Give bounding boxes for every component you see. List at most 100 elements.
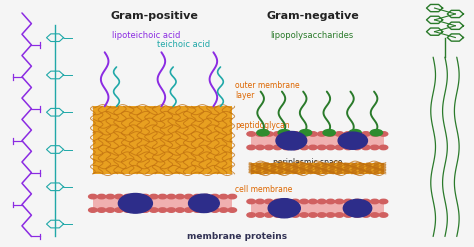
Bar [251, 202, 383, 215]
Circle shape [228, 194, 237, 199]
Circle shape [264, 145, 273, 150]
Circle shape [106, 208, 115, 212]
Circle shape [219, 208, 228, 212]
Circle shape [326, 199, 335, 204]
Circle shape [273, 132, 282, 136]
Circle shape [379, 145, 388, 150]
Circle shape [326, 145, 335, 150]
Circle shape [282, 213, 291, 217]
Circle shape [193, 208, 201, 212]
Circle shape [344, 199, 353, 204]
Circle shape [371, 132, 379, 136]
Circle shape [141, 208, 149, 212]
Circle shape [264, 213, 273, 217]
Circle shape [228, 208, 237, 212]
Circle shape [89, 208, 97, 212]
Circle shape [335, 132, 344, 136]
Circle shape [300, 145, 309, 150]
Circle shape [309, 132, 317, 136]
Circle shape [318, 132, 326, 136]
Circle shape [123, 194, 132, 199]
Circle shape [318, 213, 326, 217]
Circle shape [264, 199, 273, 204]
Circle shape [247, 213, 255, 217]
Text: Gram-negative: Gram-negative [266, 11, 359, 21]
Circle shape [132, 208, 141, 212]
Circle shape [141, 194, 149, 199]
Circle shape [362, 132, 370, 136]
Circle shape [210, 194, 219, 199]
Circle shape [158, 194, 167, 199]
Circle shape [273, 199, 282, 204]
Circle shape [256, 132, 264, 136]
Circle shape [323, 129, 335, 136]
Circle shape [309, 145, 317, 150]
Circle shape [202, 194, 210, 199]
Bar [93, 197, 232, 210]
Ellipse shape [338, 132, 367, 149]
Circle shape [97, 208, 106, 212]
Circle shape [123, 208, 132, 212]
Circle shape [193, 194, 201, 199]
Circle shape [150, 208, 158, 212]
Text: peptidoglycan: peptidoglycan [235, 122, 290, 130]
Circle shape [256, 213, 264, 217]
Circle shape [115, 208, 123, 212]
Circle shape [370, 129, 383, 136]
Ellipse shape [189, 194, 219, 212]
Circle shape [326, 132, 335, 136]
Circle shape [282, 132, 291, 136]
Circle shape [300, 129, 312, 136]
Circle shape [362, 213, 370, 217]
Circle shape [326, 213, 335, 217]
Circle shape [291, 145, 300, 150]
Circle shape [362, 145, 370, 150]
Circle shape [115, 194, 123, 199]
Circle shape [89, 194, 97, 199]
Circle shape [247, 132, 255, 136]
Text: outer membrane
layer: outer membrane layer [235, 81, 300, 100]
Circle shape [309, 199, 317, 204]
Circle shape [150, 194, 158, 199]
Circle shape [379, 199, 388, 204]
Circle shape [371, 199, 379, 204]
Bar [251, 134, 383, 147]
Circle shape [300, 199, 309, 204]
Circle shape [278, 129, 291, 136]
Circle shape [257, 129, 269, 136]
Circle shape [247, 199, 255, 204]
Circle shape [219, 194, 228, 199]
Circle shape [371, 213, 379, 217]
Circle shape [256, 145, 264, 150]
Circle shape [176, 208, 184, 212]
Circle shape [132, 194, 141, 199]
Circle shape [282, 145, 291, 150]
Circle shape [300, 213, 309, 217]
Bar [251, 163, 383, 174]
Circle shape [291, 213, 300, 217]
Text: cell membrane: cell membrane [235, 185, 292, 194]
Circle shape [344, 132, 353, 136]
Circle shape [291, 132, 300, 136]
Text: Gram-positive: Gram-positive [110, 11, 198, 21]
Circle shape [362, 199, 370, 204]
Circle shape [176, 194, 184, 199]
Circle shape [349, 129, 361, 136]
Circle shape [247, 145, 255, 150]
Circle shape [344, 213, 353, 217]
Text: teichoic acid: teichoic acid [156, 41, 210, 49]
Ellipse shape [343, 199, 372, 217]
Text: lipopolysaccharides: lipopolysaccharides [270, 31, 353, 40]
Circle shape [273, 213, 282, 217]
Circle shape [167, 194, 175, 199]
Circle shape [335, 213, 344, 217]
Circle shape [344, 145, 353, 150]
Circle shape [300, 132, 309, 136]
Ellipse shape [118, 193, 153, 213]
Circle shape [106, 194, 115, 199]
Circle shape [97, 194, 106, 199]
Circle shape [371, 145, 379, 150]
Circle shape [158, 208, 167, 212]
Circle shape [379, 213, 388, 217]
Circle shape [184, 208, 193, 212]
